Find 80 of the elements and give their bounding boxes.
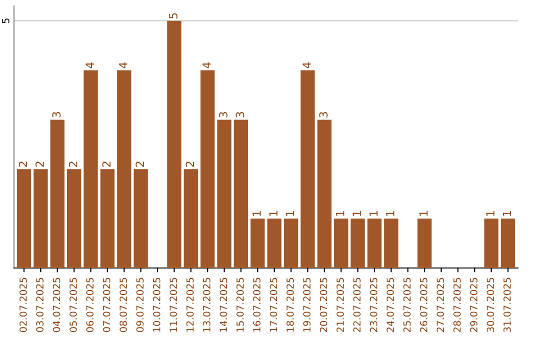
- bar: [200, 70, 215, 268]
- x-tick-label: 02.07.2025: [19, 278, 27, 332]
- x-tick-label: 25.07.2025: [403, 278, 411, 332]
- bar: [84, 70, 98, 268]
- bar: [267, 218, 282, 268]
- data-label: 4: [119, 62, 128, 68]
- x-tick-label: 28.07.2025: [453, 278, 461, 332]
- data-label: 2: [102, 162, 111, 167]
- data-label: 5: [169, 13, 178, 18]
- bar: [367, 218, 382, 268]
- x-tick-label: 04.07.2025: [52, 278, 60, 332]
- data-label: 1: [369, 211, 378, 216]
- x-tick-label: 26.07.2025: [420, 278, 428, 332]
- data-label: 1: [420, 211, 428, 216]
- data-label: 2: [186, 162, 194, 167]
- data-label: 3: [319, 112, 328, 118]
- x-tick-label: 20.07.2025: [320, 278, 328, 332]
- bar: [334, 218, 348, 268]
- bar: [66, 169, 82, 268]
- bar: [134, 169, 148, 268]
- bar: [34, 169, 48, 268]
- data-label: 1: [252, 211, 261, 216]
- x-tick-label: 29.07.2025: [470, 278, 478, 332]
- bar: [484, 218, 498, 268]
- data-label: 1: [269, 211, 278, 216]
- data-label: 1: [486, 211, 494, 216]
- data-label: 2: [136, 162, 144, 167]
- x-tick-label: 11.07.2025: [170, 278, 178, 332]
- x-tick-label: 18.07.2025: [286, 278, 294, 332]
- data-label: 3: [236, 112, 244, 118]
- x-tick-label: 17.07.2025: [270, 278, 278, 332]
- bar: [284, 218, 298, 268]
- bar: [100, 169, 115, 268]
- bar: [50, 120, 64, 268]
- data-label: 1: [286, 211, 294, 216]
- x-tick-label: 05.07.2025: [70, 278, 77, 332]
- x-tick-label: 10.07.2025: [152, 278, 160, 332]
- x-tick-label: 24.07.2025: [386, 278, 394, 332]
- data-label: 2: [36, 162, 44, 167]
- data-label: 1: [352, 211, 361, 216]
- x-tick-label: 06.07.2025: [86, 278, 94, 332]
- data-label: 3: [219, 112, 228, 118]
- x-tick-label: 15.07.2025: [236, 278, 244, 332]
- data-label: 4: [202, 62, 211, 68]
- bar: [217, 120, 232, 268]
- bar: [317, 120, 332, 268]
- x-tick-label: 03.07.2025: [36, 278, 44, 332]
- x-tick-label: 14.07.2025: [220, 278, 228, 332]
- bar: [500, 218, 516, 268]
- x-tick-label: 13.07.2025: [203, 278, 210, 332]
- x-tick-label: 21.07.2025: [336, 278, 344, 332]
- bar: [300, 70, 315, 268]
- x-tick-label: 31.07.2025: [503, 278, 511, 332]
- data-label: 1: [386, 211, 394, 216]
- x-tick-label: 27.07.2025: [436, 278, 444, 332]
- x-tick-label: 08.07.2025: [120, 278, 127, 332]
- data-label: 2: [18, 162, 28, 167]
- bar: [167, 20, 182, 268]
- bar: [417, 218, 432, 268]
- data-label: 4: [86, 62, 94, 68]
- x-tick-label: 07.07.2025: [102, 278, 110, 332]
- bar: [250, 218, 265, 268]
- bar: [234, 120, 248, 268]
- x-tick-label: 30.07.2025: [486, 278, 494, 332]
- bar: [350, 218, 365, 268]
- data-label: 3: [52, 112, 61, 118]
- x-tick-label: 16.07.2025: [253, 278, 260, 332]
- bar: [184, 169, 198, 268]
- x-tick-label: 19.07.2025: [303, 278, 311, 332]
- bar: [16, 169, 32, 268]
- bar: [117, 70, 132, 268]
- x-tick-label: 22.07.2025: [353, 278, 361, 332]
- data-label: 1: [336, 211, 344, 216]
- data-label: 2: [68, 162, 78, 167]
- x-tick-label: 09.07.2025: [136, 278, 144, 332]
- bar: [384, 218, 398, 268]
- data-label: 4: [302, 62, 311, 68]
- data-label: 1: [502, 211, 512, 216]
- x-tick-label: 12.07.2025: [186, 278, 194, 332]
- x-tick-label: 23.07.2025: [370, 278, 378, 332]
